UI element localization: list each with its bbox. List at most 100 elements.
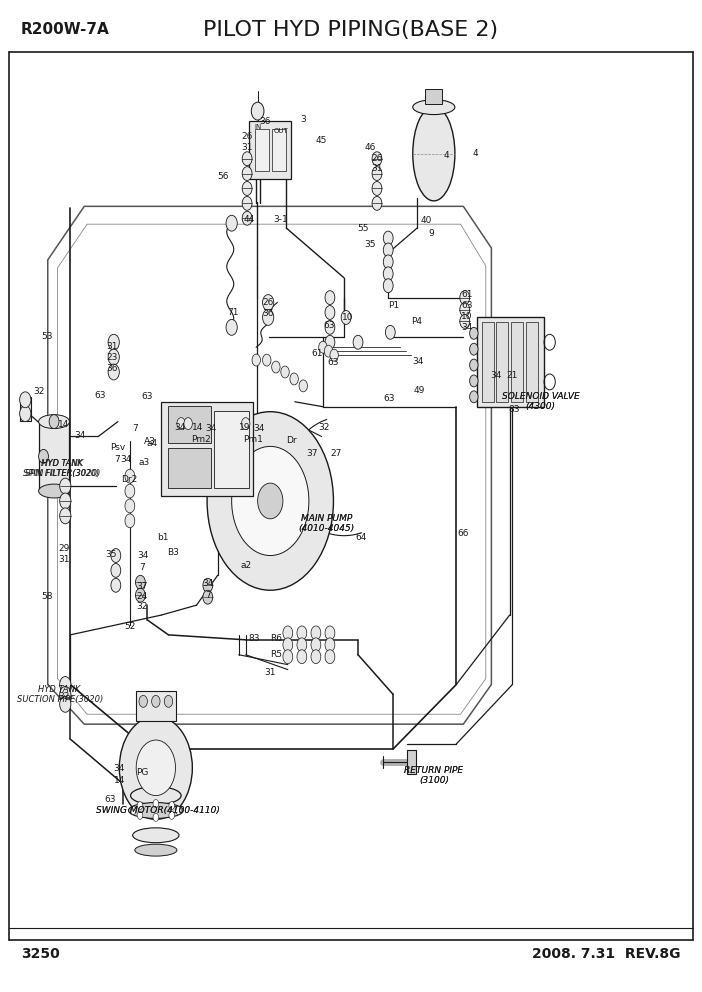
Circle shape	[108, 349, 119, 365]
Circle shape	[263, 295, 274, 310]
Text: 32: 32	[319, 423, 330, 433]
Circle shape	[60, 478, 71, 494]
Text: 40: 40	[420, 215, 432, 225]
Text: 55: 55	[357, 223, 369, 233]
Bar	[168, 448, 211, 488]
Ellipse shape	[131, 787, 181, 805]
Text: 23: 23	[107, 352, 118, 362]
Circle shape	[353, 335, 363, 349]
Circle shape	[242, 167, 252, 181]
Text: 83: 83	[249, 634, 260, 644]
Text: 34: 34	[114, 764, 125, 774]
Text: 19: 19	[239, 423, 251, 433]
Circle shape	[226, 215, 237, 231]
Text: Psv: Psv	[110, 442, 126, 452]
Text: 36: 36	[263, 309, 274, 318]
Text: 3-1: 3-1	[273, 214, 289, 224]
Circle shape	[242, 196, 252, 210]
Text: 36: 36	[107, 363, 118, 373]
Circle shape	[60, 508, 71, 524]
Text: Dr: Dr	[286, 435, 297, 445]
Circle shape	[325, 638, 335, 652]
Text: 63: 63	[105, 795, 116, 805]
Circle shape	[137, 811, 143, 819]
Text: 44: 44	[244, 214, 255, 224]
Text: 34: 34	[74, 431, 86, 440]
Text: 26: 26	[263, 298, 274, 308]
Text: 49: 49	[413, 386, 425, 396]
Text: MAIN PUMP
(4010-4045): MAIN PUMP (4010-4045)	[298, 514, 355, 534]
Text: 34: 34	[137, 551, 148, 560]
Text: 32: 32	[33, 387, 44, 397]
Text: 14: 14	[114, 776, 125, 786]
Bar	[214, 411, 249, 488]
Circle shape	[203, 578, 213, 592]
Circle shape	[383, 243, 393, 257]
Text: 63: 63	[327, 357, 338, 367]
Text: Pm1: Pm1	[243, 434, 263, 444]
Text: 14: 14	[192, 423, 203, 433]
Circle shape	[311, 638, 321, 652]
Text: HYD TANK
SPIN FILTER(3020): HYD TANK SPIN FILTER(3020)	[25, 458, 99, 478]
Circle shape	[60, 493, 71, 509]
Text: SOLENOID VALVE
(4300): SOLENOID VALVE (4300)	[502, 392, 579, 412]
Text: 52: 52	[124, 622, 135, 632]
Bar	[20, 397, 31, 421]
Text: 35: 35	[364, 239, 376, 249]
Text: 24: 24	[136, 591, 147, 601]
Circle shape	[125, 469, 135, 483]
Text: 66: 66	[458, 529, 469, 539]
Text: 45: 45	[315, 136, 326, 146]
Text: R200W-7A: R200W-7A	[21, 22, 110, 38]
Circle shape	[470, 343, 478, 355]
Circle shape	[242, 182, 252, 195]
Bar	[272, 129, 286, 171]
Text: 10: 10	[343, 312, 354, 322]
Bar	[255, 129, 269, 171]
Text: 32: 32	[58, 691, 69, 701]
Circle shape	[20, 392, 31, 408]
Text: Dr2: Dr2	[121, 474, 138, 484]
Circle shape	[263, 354, 271, 366]
Text: SWING MOTOR(4100-4110): SWING MOTOR(4100-4110)	[96, 806, 220, 815]
Ellipse shape	[39, 415, 69, 429]
Text: a2: a2	[240, 560, 251, 570]
Circle shape	[311, 626, 321, 640]
Text: 71: 71	[227, 308, 239, 317]
Circle shape	[251, 102, 264, 120]
Bar	[496, 322, 508, 402]
Text: 36: 36	[260, 116, 271, 126]
Text: 34: 34	[120, 454, 131, 464]
Circle shape	[383, 231, 393, 245]
Circle shape	[324, 345, 333, 357]
Text: HYD TANK
SUCTION PIPE(3020): HYD TANK SUCTION PIPE(3020)	[17, 684, 102, 704]
Text: PG: PG	[136, 768, 149, 778]
Circle shape	[131, 806, 136, 814]
Circle shape	[283, 638, 293, 652]
Circle shape	[226, 319, 237, 335]
Circle shape	[460, 314, 470, 328]
Text: 58: 58	[41, 591, 53, 601]
Circle shape	[119, 716, 192, 819]
Text: 29: 29	[58, 544, 69, 554]
Circle shape	[299, 380, 307, 392]
Text: 63: 63	[324, 320, 335, 330]
Circle shape	[111, 549, 121, 562]
Bar	[511, 322, 523, 402]
Text: 31: 31	[371, 164, 383, 174]
Circle shape	[311, 650, 321, 664]
Text: R5: R5	[270, 650, 282, 660]
Circle shape	[372, 196, 382, 210]
Text: 31: 31	[58, 555, 69, 564]
Circle shape	[258, 483, 283, 519]
Text: 53: 53	[41, 331, 53, 341]
Text: 35: 35	[105, 550, 117, 559]
Circle shape	[470, 359, 478, 371]
Circle shape	[297, 650, 307, 664]
Text: 61: 61	[461, 290, 472, 300]
Text: Pm2: Pm2	[191, 434, 211, 444]
Text: MAIN PUMP
(4010-4045): MAIN PUMP (4010-4045)	[298, 514, 355, 534]
Circle shape	[460, 303, 470, 316]
Circle shape	[125, 484, 135, 498]
Text: 21: 21	[507, 371, 518, 381]
